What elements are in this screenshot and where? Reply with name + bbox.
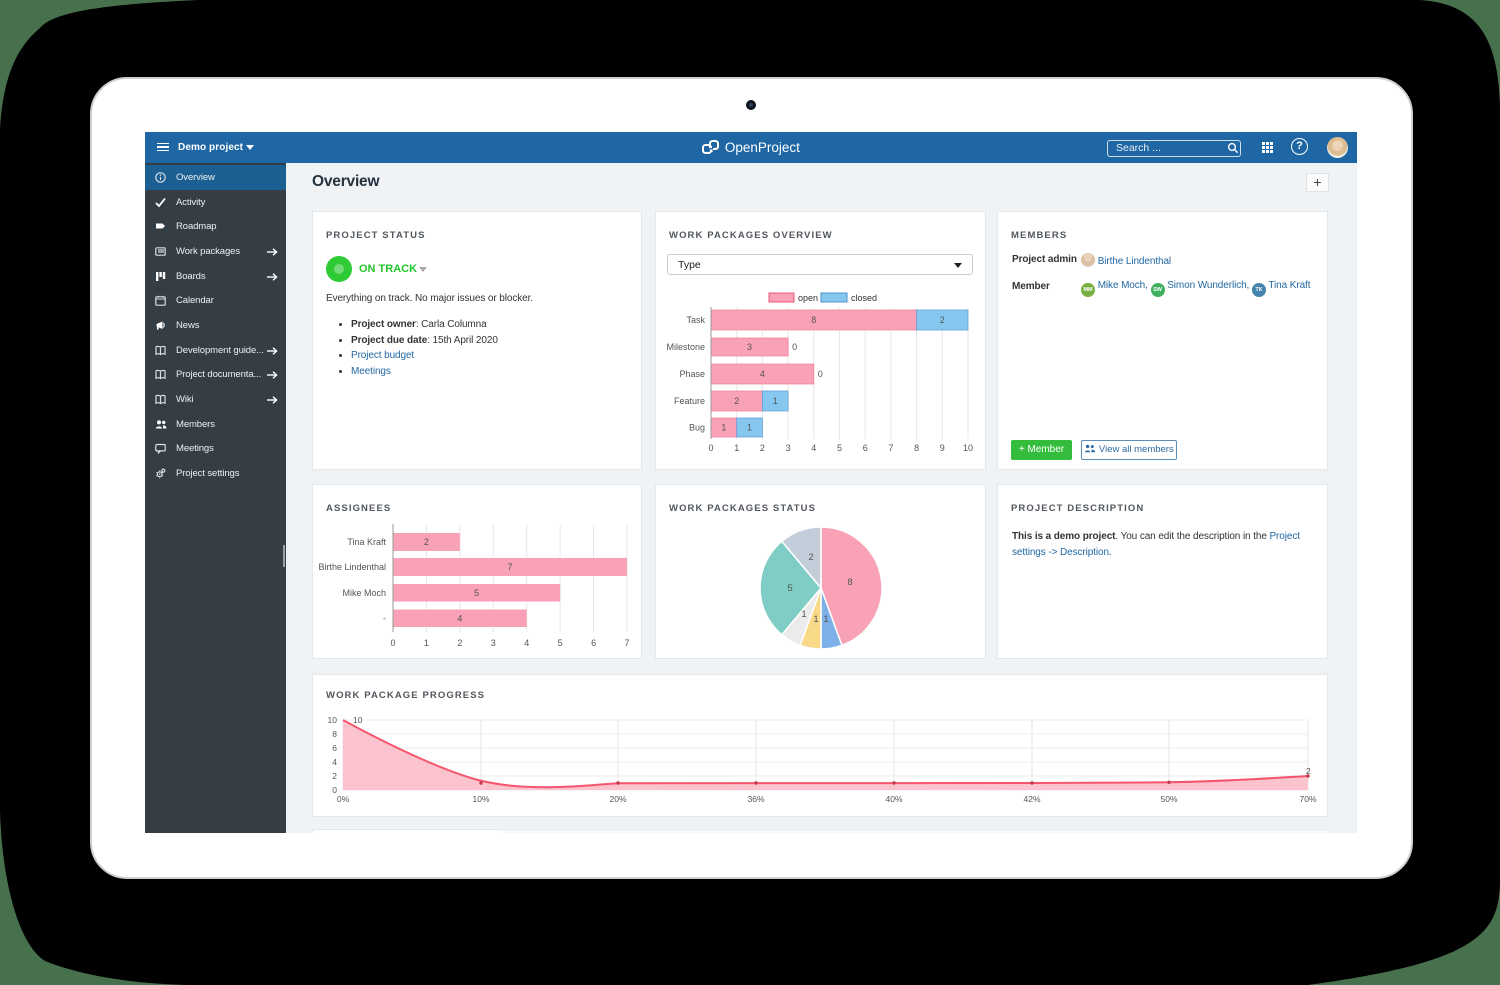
- svg-text:2: 2: [734, 396, 739, 406]
- svg-text:open: open: [798, 293, 818, 303]
- svg-text:1: 1: [801, 609, 806, 620]
- svg-text:9: 9: [940, 443, 945, 453]
- svg-text:3: 3: [491, 638, 496, 648]
- svg-text:0%: 0%: [337, 794, 350, 804]
- svg-text:2: 2: [332, 771, 337, 781]
- svg-text:Bug: Bug: [689, 423, 705, 433]
- svg-text:6: 6: [591, 638, 596, 648]
- svg-text:Mike Moch: Mike Moch: [342, 588, 386, 598]
- svg-text:4: 4: [524, 638, 529, 648]
- svg-text:5: 5: [837, 443, 842, 453]
- svg-text:8: 8: [332, 729, 337, 739]
- svg-text:4: 4: [332, 757, 337, 767]
- svg-text:Phase: Phase: [679, 369, 705, 379]
- svg-text:8: 8: [811, 315, 816, 325]
- svg-text:3: 3: [747, 342, 752, 352]
- svg-text:1: 1: [813, 614, 818, 625]
- svg-text:0: 0: [332, 785, 337, 795]
- svg-text:Feature: Feature: [674, 396, 705, 406]
- svg-text:10: 10: [328, 715, 338, 725]
- svg-text:5: 5: [474, 588, 479, 598]
- svg-text:6: 6: [332, 743, 337, 753]
- svg-text:6: 6: [863, 443, 868, 453]
- svg-text:4: 4: [811, 443, 816, 453]
- svg-text:4: 4: [760, 369, 765, 379]
- svg-text:20%: 20%: [609, 794, 626, 804]
- svg-text:0: 0: [390, 638, 395, 648]
- svg-text:2: 2: [424, 537, 429, 547]
- svg-text:5: 5: [558, 638, 563, 648]
- svg-text:Milestone: Milestone: [666, 342, 705, 352]
- svg-text:-: -: [383, 613, 386, 623]
- svg-text:1: 1: [734, 443, 739, 453]
- svg-text:2: 2: [760, 443, 765, 453]
- svg-text:1: 1: [773, 396, 778, 406]
- svg-text:closed: closed: [851, 293, 877, 303]
- svg-text:Birthe Lindenthal: Birthe Lindenthal: [318, 562, 386, 572]
- svg-text:10%: 10%: [472, 794, 489, 804]
- svg-text:5: 5: [787, 583, 792, 594]
- svg-text:1: 1: [823, 614, 828, 625]
- svg-text:0: 0: [792, 342, 797, 352]
- svg-text:Tina Kraft: Tina Kraft: [347, 537, 386, 547]
- svg-text:Task: Task: [686, 315, 705, 325]
- svg-text:7: 7: [507, 562, 512, 572]
- svg-text:8: 8: [847, 577, 852, 588]
- svg-text:42%: 42%: [1023, 794, 1040, 804]
- svg-text:3: 3: [786, 443, 791, 453]
- svg-text:4: 4: [457, 613, 462, 623]
- svg-text:2: 2: [808, 552, 813, 563]
- svg-text:2: 2: [457, 638, 462, 648]
- svg-text:40%: 40%: [885, 794, 902, 804]
- svg-text:50%: 50%: [1160, 794, 1177, 804]
- svg-text:10: 10: [353, 715, 363, 725]
- svg-text:0: 0: [708, 443, 713, 453]
- svg-text:1: 1: [747, 423, 752, 433]
- svg-text:36%: 36%: [747, 794, 764, 804]
- svg-text:0: 0: [818, 369, 823, 379]
- svg-text:7: 7: [625, 638, 630, 648]
- svg-text:2: 2: [940, 315, 945, 325]
- svg-text:10: 10: [963, 443, 973, 453]
- svg-text:2: 2: [1306, 766, 1311, 776]
- svg-text:70%: 70%: [1299, 794, 1316, 804]
- svg-text:1: 1: [424, 638, 429, 648]
- svg-text:7: 7: [888, 443, 893, 453]
- svg-text:8: 8: [914, 443, 919, 453]
- svg-text:1: 1: [721, 423, 726, 433]
